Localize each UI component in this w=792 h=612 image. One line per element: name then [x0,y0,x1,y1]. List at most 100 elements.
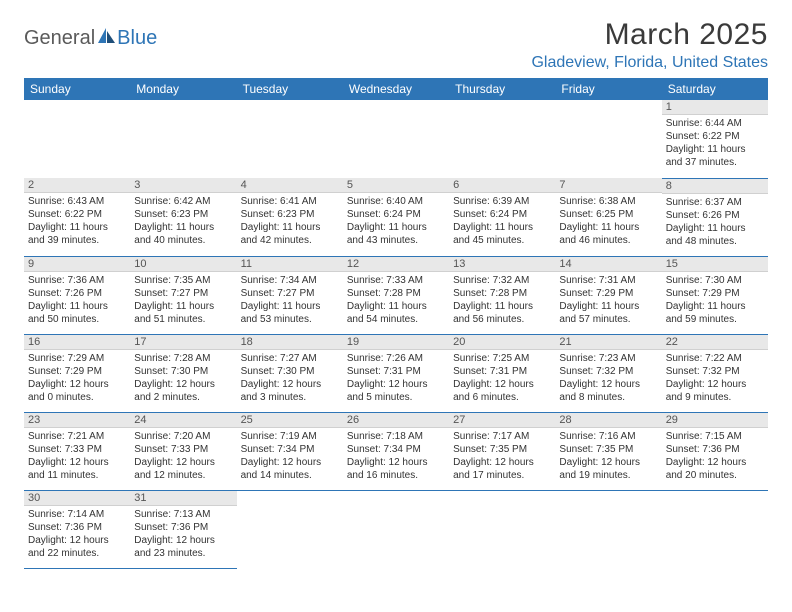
sunrise-line: Sunrise: 7:30 AM [666,274,764,287]
sunset-line: Sunset: 6:24 PM [347,208,445,221]
calendar-day-cell: 1Sunrise: 6:44 AMSunset: 6:22 PMDaylight… [662,100,768,178]
daylight-line: Daylight: 12 hours and 8 minutes. [559,378,657,404]
day-number: 3 [130,178,236,193]
calendar-day-cell: 4Sunrise: 6:41 AMSunset: 6:23 PMDaylight… [237,178,343,256]
daylight-line: Daylight: 11 hours and 48 minutes. [666,222,764,248]
sunset-line: Sunset: 6:26 PM [666,209,764,222]
day-data: Sunrise: 6:42 AMSunset: 6:23 PMDaylight:… [130,193,236,251]
sunrise-line: Sunrise: 6:38 AM [559,195,657,208]
day-number: 10 [130,257,236,272]
calendar-day-cell: 19Sunrise: 7:26 AMSunset: 7:31 PMDayligh… [343,334,449,412]
calendar-empty-cell [555,490,661,568]
calendar-day-cell: 21Sunrise: 7:23 AMSunset: 7:32 PMDayligh… [555,334,661,412]
day-number: 23 [24,413,130,428]
sunset-line: Sunset: 7:28 PM [347,287,445,300]
daylight-line: Daylight: 11 hours and 37 minutes. [666,143,764,169]
sunset-line: Sunset: 7:26 PM [28,287,126,300]
calendar-row: 30Sunrise: 7:14 AMSunset: 7:36 PMDayligh… [24,490,768,568]
day-number: 19 [343,335,449,350]
day-number: 8 [662,179,768,194]
sunrise-line: Sunrise: 6:43 AM [28,195,126,208]
day-data: Sunrise: 7:26 AMSunset: 7:31 PMDaylight:… [343,350,449,408]
day-data: Sunrise: 6:37 AMSunset: 6:26 PMDaylight:… [662,194,768,252]
sunrise-line: Sunrise: 6:37 AM [666,196,764,209]
day-data: Sunrise: 7:28 AMSunset: 7:30 PMDaylight:… [130,350,236,408]
calendar-empty-cell [343,490,449,568]
daylight-line: Daylight: 11 hours and 59 minutes. [666,300,764,326]
sunset-line: Sunset: 6:25 PM [559,208,657,221]
calendar-day-cell: 24Sunrise: 7:20 AMSunset: 7:33 PMDayligh… [130,412,236,490]
sunrise-line: Sunrise: 7:13 AM [134,508,232,521]
day-data: Sunrise: 7:18 AMSunset: 7:34 PMDaylight:… [343,428,449,486]
day-data: Sunrise: 7:19 AMSunset: 7:34 PMDaylight:… [237,428,343,486]
sunset-line: Sunset: 7:33 PM [28,443,126,456]
calendar-row: 1Sunrise: 6:44 AMSunset: 6:22 PMDaylight… [24,100,768,178]
day-data: Sunrise: 7:31 AMSunset: 7:29 PMDaylight:… [555,272,661,330]
daylight-line: Daylight: 11 hours and 57 minutes. [559,300,657,326]
daylight-line: Daylight: 11 hours and 43 minutes. [347,221,445,247]
day-data: Sunrise: 6:43 AMSunset: 6:22 PMDaylight:… [24,193,130,251]
day-number: 25 [237,413,343,428]
calendar-day-cell: 28Sunrise: 7:16 AMSunset: 7:35 PMDayligh… [555,412,661,490]
day-number: 9 [24,257,130,272]
daylight-line: Daylight: 11 hours and 50 minutes. [28,300,126,326]
sunset-line: Sunset: 7:34 PM [347,443,445,456]
sunset-line: Sunset: 7:33 PM [134,443,232,456]
daylight-line: Daylight: 11 hours and 39 minutes. [28,221,126,247]
calendar-table: SundayMondayTuesdayWednesdayThursdayFrid… [24,78,768,569]
location: Gladeview, Florida, United States [531,54,768,72]
sunrise-line: Sunrise: 7:17 AM [453,430,551,443]
weekday-header-row: SundayMondayTuesdayWednesdayThursdayFrid… [24,78,768,100]
sunset-line: Sunset: 7:35 PM [453,443,551,456]
logo-text-blue: Blue [117,27,157,50]
daylight-line: Daylight: 12 hours and 2 minutes. [134,378,232,404]
daylight-line: Daylight: 12 hours and 16 minutes. [347,456,445,482]
day-number: 2 [24,178,130,193]
day-data: Sunrise: 7:23 AMSunset: 7:32 PMDaylight:… [555,350,661,408]
calendar-day-cell: 30Sunrise: 7:14 AMSunset: 7:36 PMDayligh… [24,490,130,568]
day-number: 30 [24,491,130,506]
daylight-line: Daylight: 11 hours and 53 minutes. [241,300,339,326]
sunrise-line: Sunrise: 7:16 AM [559,430,657,443]
daylight-line: Daylight: 12 hours and 9 minutes. [666,378,764,404]
day-data: Sunrise: 7:34 AMSunset: 7:27 PMDaylight:… [237,272,343,330]
daylight-line: Daylight: 11 hours and 51 minutes. [134,300,232,326]
logo: General Blue [24,18,157,51]
sunset-line: Sunset: 7:32 PM [559,365,657,378]
sunrise-line: Sunrise: 7:28 AM [134,352,232,365]
day-number: 14 [555,257,661,272]
day-number: 20 [449,335,555,350]
sunset-line: Sunset: 7:30 PM [134,365,232,378]
day-number: 27 [449,413,555,428]
calendar-body: 1Sunrise: 6:44 AMSunset: 6:22 PMDaylight… [24,100,768,568]
sunrise-line: Sunrise: 6:41 AM [241,195,339,208]
calendar-day-cell: 9Sunrise: 7:36 AMSunset: 7:26 PMDaylight… [24,256,130,334]
sunset-line: Sunset: 7:36 PM [134,521,232,534]
header: General Blue March 2025 Gladeview, Flori… [24,18,768,72]
daylight-line: Daylight: 12 hours and 14 minutes. [241,456,339,482]
daylight-line: Daylight: 12 hours and 17 minutes. [453,456,551,482]
calendar-day-cell: 17Sunrise: 7:28 AMSunset: 7:30 PMDayligh… [130,334,236,412]
calendar-day-cell: 10Sunrise: 7:35 AMSunset: 7:27 PMDayligh… [130,256,236,334]
calendar-day-cell: 23Sunrise: 7:21 AMSunset: 7:33 PMDayligh… [24,412,130,490]
sunrise-line: Sunrise: 7:23 AM [559,352,657,365]
calendar-day-cell: 3Sunrise: 6:42 AMSunset: 6:23 PMDaylight… [130,178,236,256]
day-data: Sunrise: 7:21 AMSunset: 7:33 PMDaylight:… [24,428,130,486]
sunset-line: Sunset: 7:36 PM [28,521,126,534]
calendar-row: 16Sunrise: 7:29 AMSunset: 7:29 PMDayligh… [24,334,768,412]
calendar-day-cell: 2Sunrise: 6:43 AMSunset: 6:22 PMDaylight… [24,178,130,256]
calendar-empty-cell [449,100,555,178]
sunset-line: Sunset: 7:35 PM [559,443,657,456]
day-number: 5 [343,178,449,193]
sunrise-line: Sunrise: 6:44 AM [666,117,764,130]
weekday-header: Wednesday [343,78,449,100]
calendar-day-cell: 25Sunrise: 7:19 AMSunset: 7:34 PMDayligh… [237,412,343,490]
day-number: 24 [130,413,236,428]
day-data: Sunrise: 7:20 AMSunset: 7:33 PMDaylight:… [130,428,236,486]
daylight-line: Daylight: 12 hours and 22 minutes. [28,534,126,560]
calendar-day-cell: 14Sunrise: 7:31 AMSunset: 7:29 PMDayligh… [555,256,661,334]
calendar-row: 2Sunrise: 6:43 AMSunset: 6:22 PMDaylight… [24,178,768,256]
calendar-day-cell: 22Sunrise: 7:22 AMSunset: 7:32 PMDayligh… [662,334,768,412]
daylight-line: Daylight: 12 hours and 3 minutes. [241,378,339,404]
weekday-header: Friday [555,78,661,100]
